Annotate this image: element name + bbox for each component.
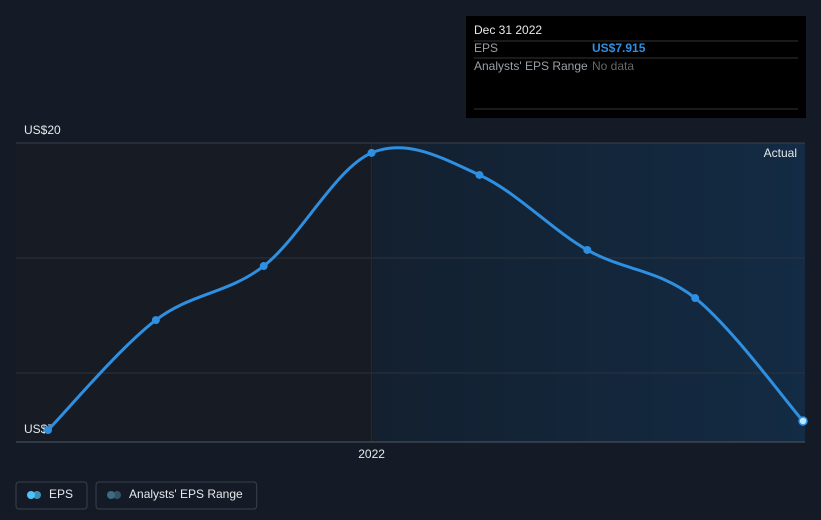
tooltip-label: EPS <box>474 41 498 55</box>
tooltip <box>466 16 806 118</box>
eps-point <box>798 416 808 426</box>
eps-point <box>151 316 160 325</box>
legend-label: Analysts' EPS Range <box>129 487 243 501</box>
tooltip-label: Analysts' EPS Range <box>474 59 588 73</box>
tooltip-value: No data <box>592 59 634 73</box>
legend-item[interactable]: Analysts' EPS Range <box>95 481 258 510</box>
legend-swatch <box>33 491 41 499</box>
legend-item[interactable]: EPS <box>15 481 88 510</box>
eps-point <box>583 245 592 254</box>
eps-point <box>259 262 268 271</box>
x-tick-label: 2022 <box>358 447 385 461</box>
region-label: Actual <box>764 146 797 160</box>
tooltip-date: Dec 31 2022 <box>474 23 542 37</box>
legend-swatch <box>113 491 122 499</box>
past-region <box>16 143 373 442</box>
y-tick-label: US$20 <box>24 123 61 137</box>
tooltip-value: US$7.915 <box>592 41 646 55</box>
eps-point <box>691 294 700 303</box>
eps-line <box>46 146 805 432</box>
legend-button <box>95 481 258 510</box>
legend-button <box>15 481 88 510</box>
actual-region <box>373 143 805 442</box>
eps-point <box>44 426 52 435</box>
legend-swatch <box>107 491 116 499</box>
legend-label: EPS <box>49 487 73 501</box>
legend-swatch <box>27 491 35 499</box>
eps-point <box>367 148 376 157</box>
eps-point <box>475 170 484 179</box>
